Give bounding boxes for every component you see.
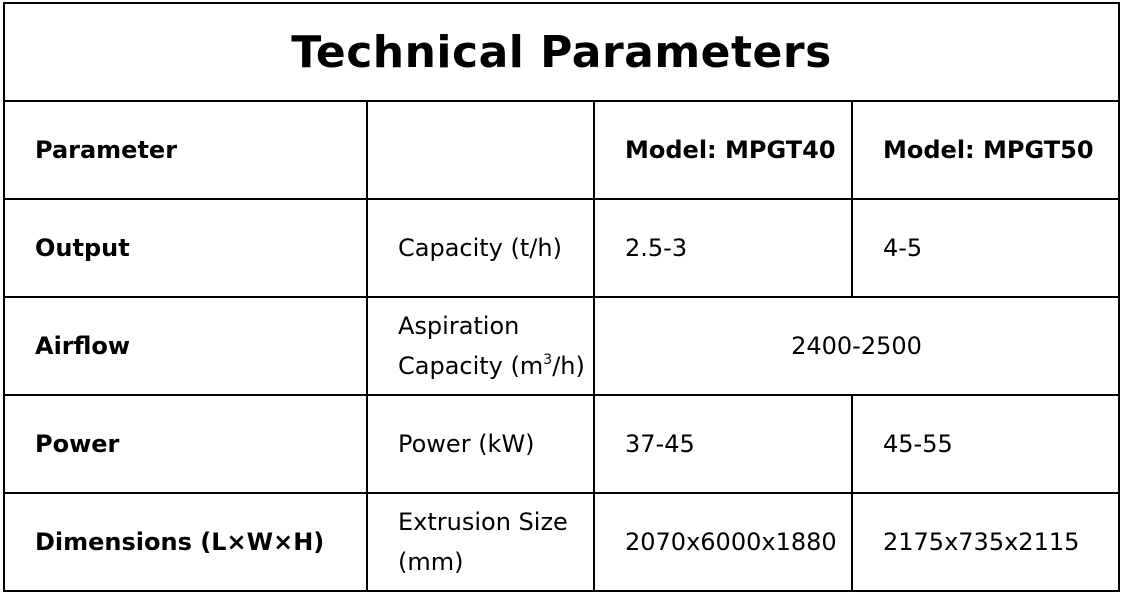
row-label-output: Output bbox=[3, 198, 368, 298]
row-label-airflow: Airflow bbox=[3, 296, 368, 396]
value-mpgt40-power: 37-45 bbox=[593, 394, 853, 494]
metric-aspiration-line2: Capacity (m3/h) bbox=[398, 346, 593, 386]
metric-aspiration-capacity: Aspiration Capacity (m3/h) bbox=[366, 296, 595, 396]
value-shared-aspiration: 2400-2500 bbox=[593, 296, 1120, 396]
metric-extrusion-size: Extrusion Size (mm) bbox=[366, 492, 595, 592]
table-row-output: Output Capacity (t/h) 2.5-3 4-5 bbox=[3, 198, 1120, 298]
row-label-dimensions: Dimensions (L×W×H) bbox=[3, 492, 368, 592]
table-row-power: Power Power (kW) 37-45 45-55 bbox=[3, 394, 1120, 494]
table-title: Technical Parameters bbox=[3, 2, 1120, 102]
header-row: Parameter Model: MPGT40 Model: MPGT50 bbox=[3, 100, 1120, 200]
metric-aspiration-unit-pre: Capacity (m bbox=[398, 352, 544, 380]
header-model-mpgt40: Model: MPGT40 bbox=[593, 100, 853, 200]
metric-aspiration-line1: Aspiration bbox=[398, 312, 520, 340]
metric-extrusion-line2: (mm) bbox=[398, 548, 464, 576]
row-label-power: Power bbox=[3, 394, 368, 494]
value-mpgt50-dimensions: 2175x735x2115 bbox=[851, 492, 1120, 592]
parameters-table: Technical Parameters Parameter Model: MP… bbox=[3, 2, 1120, 592]
value-mpgt50-power: 45-55 bbox=[851, 394, 1120, 494]
metric-aspiration-unit-sup: 3 bbox=[543, 352, 553, 368]
title-row: Technical Parameters bbox=[3, 2, 1120, 102]
value-mpgt50-capacity: 4-5 bbox=[851, 198, 1120, 298]
metric-extrusion-line1: Extrusion Size bbox=[398, 508, 568, 536]
header-model-mpgt50: Model: MPGT50 bbox=[851, 100, 1120, 200]
table-row-dimensions: Dimensions (L×W×H) Extrusion Size (mm) 2… bbox=[3, 492, 1120, 592]
header-subparameter bbox=[366, 100, 595, 200]
value-mpgt40-dimensions: 2070x6000x1880 bbox=[593, 492, 853, 592]
table-row-airflow: Airflow Aspiration Capacity (m3/h) 2400-… bbox=[3, 296, 1120, 396]
metric-power: Power (kW) bbox=[366, 394, 595, 494]
metric-capacity: Capacity (t/h) bbox=[366, 198, 595, 298]
metric-aspiration-unit-post: /h) bbox=[552, 352, 585, 380]
header-parameter: Parameter bbox=[3, 100, 368, 200]
value-mpgt40-capacity: 2.5-3 bbox=[593, 198, 853, 298]
